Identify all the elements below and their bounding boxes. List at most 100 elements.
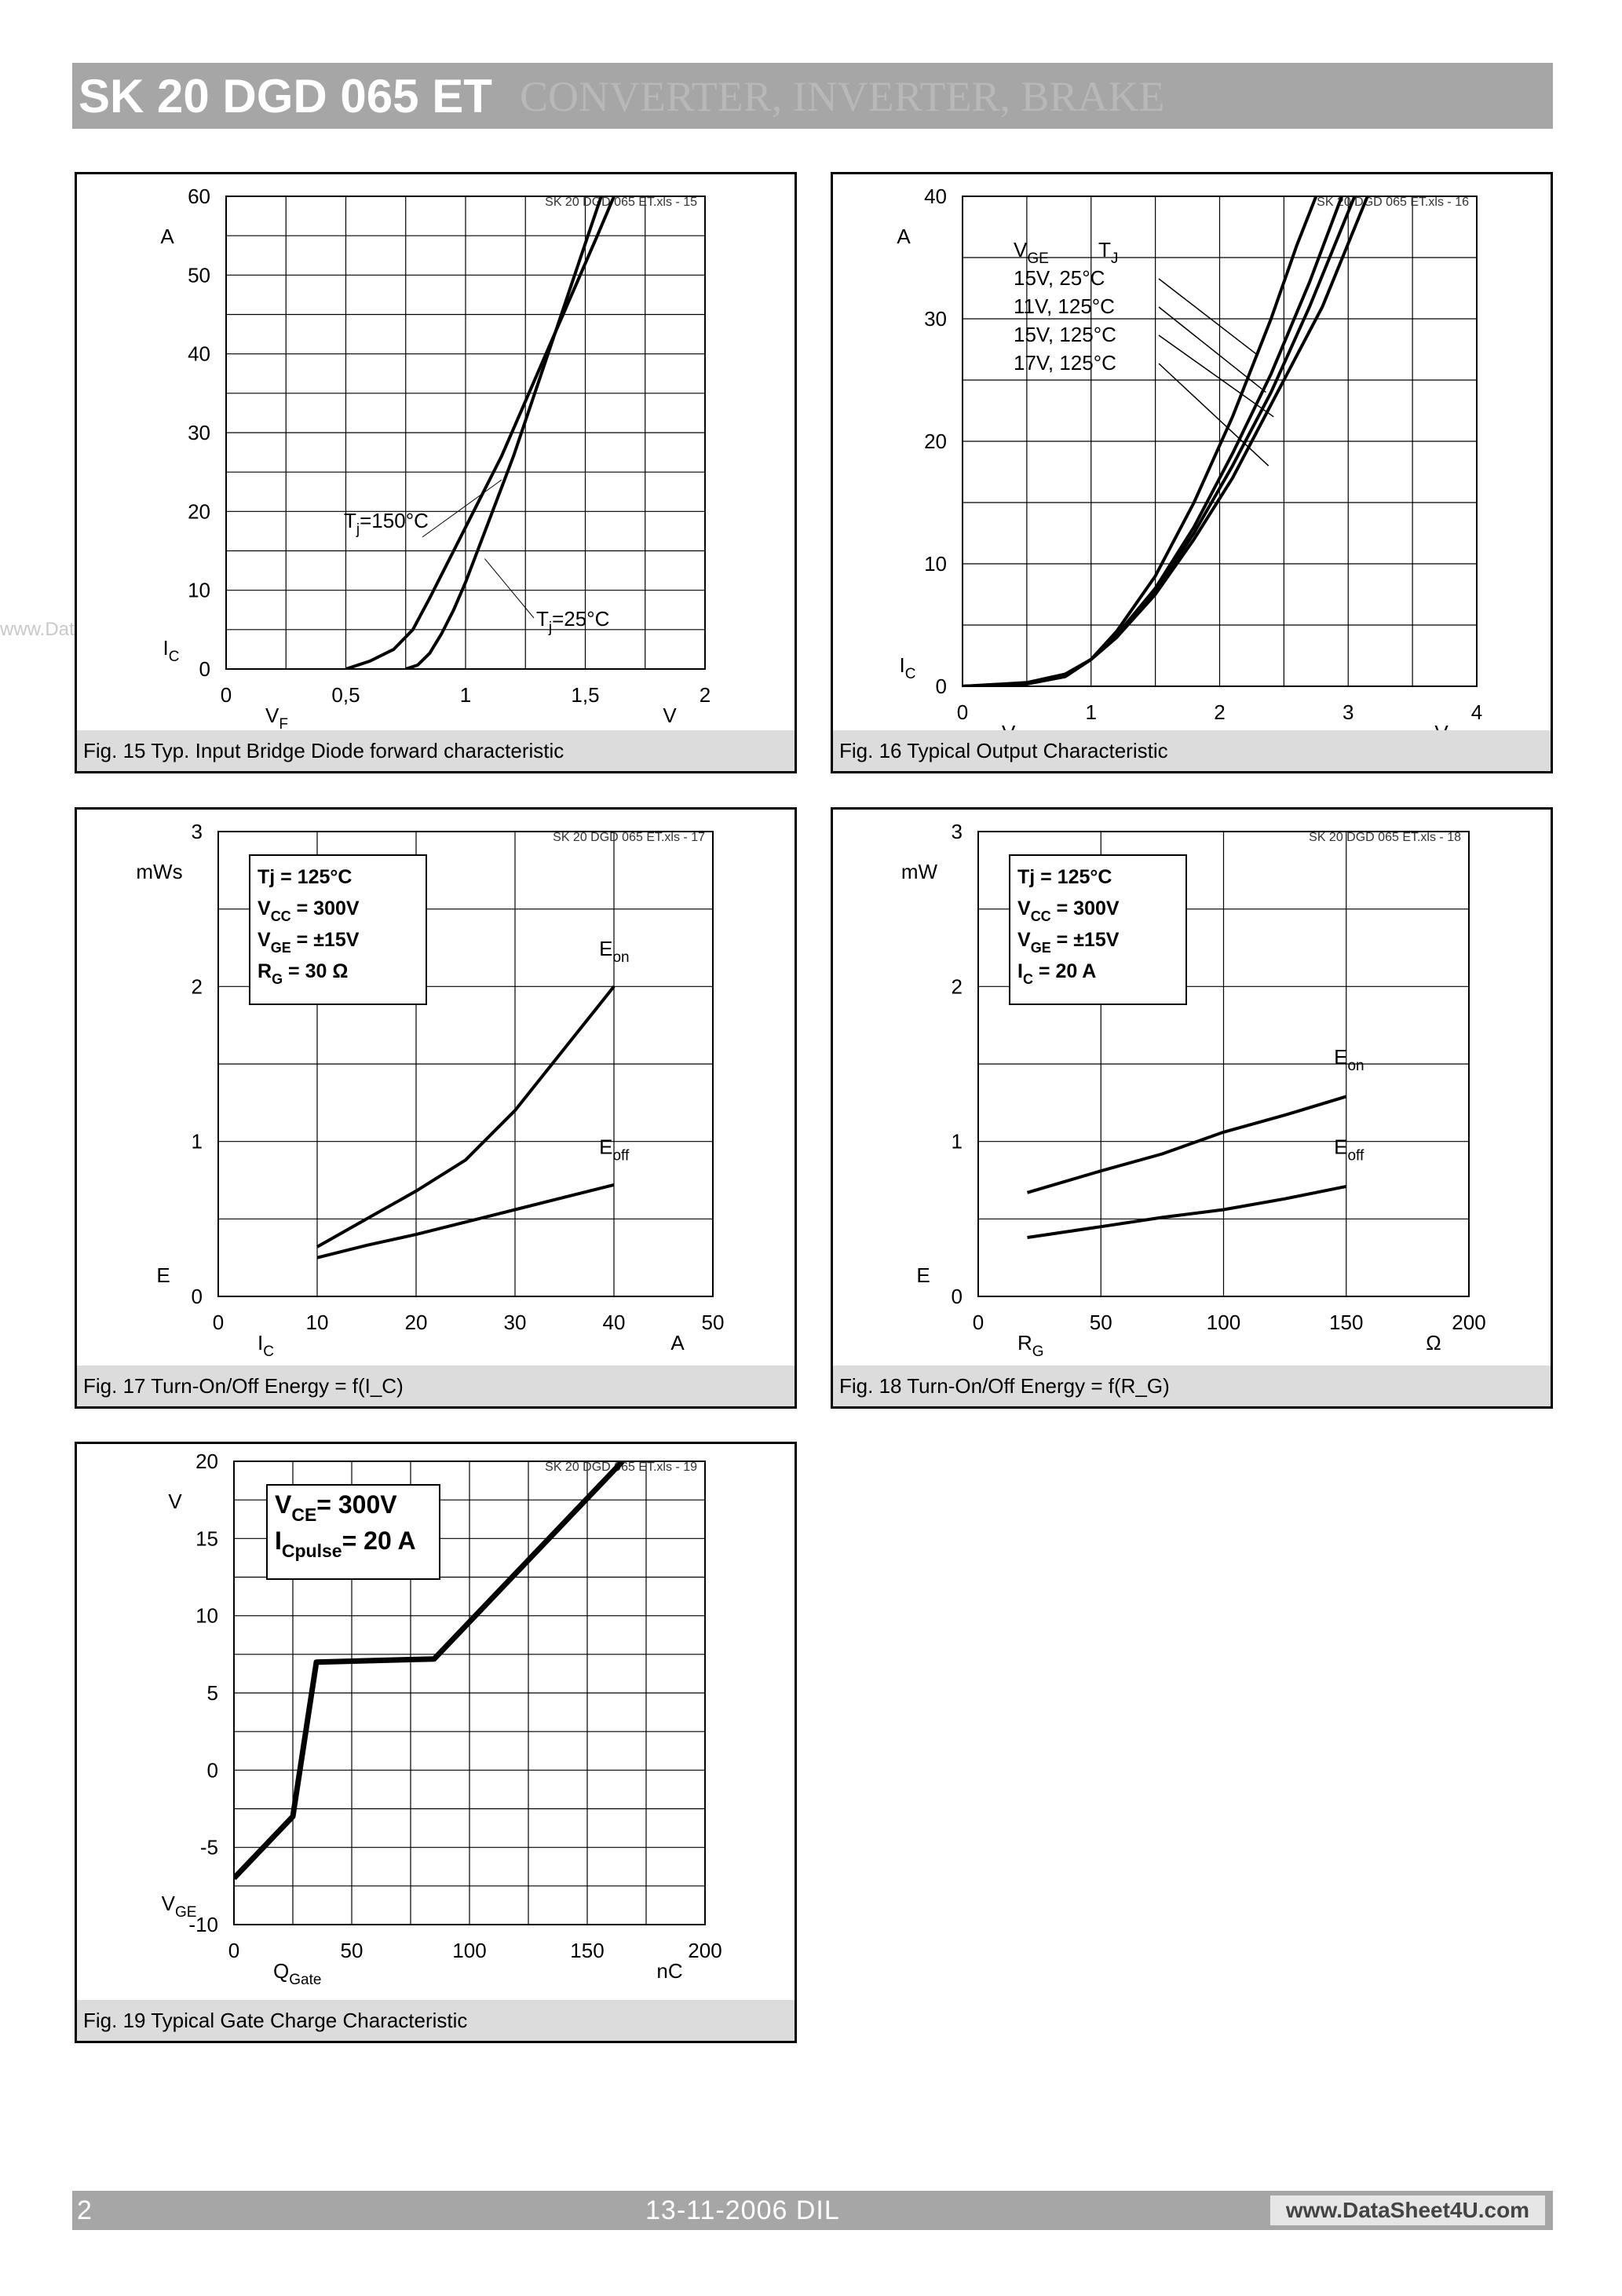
- fig18-caption: Fig. 18 Turn-On/Off Energy = f(R_G): [833, 1366, 1551, 1406]
- x-tick-label: 50: [1090, 1311, 1112, 1334]
- legend-header-tj: TJ: [1098, 238, 1118, 267]
- y-axis-unit: mWs: [136, 860, 182, 883]
- conditions-box: [1009, 854, 1187, 1005]
- y-tick-label: -5: [200, 1836, 218, 1859]
- x-tick-label: 50: [341, 1939, 363, 1962]
- condition-line-3: RG = 30 Ω: [258, 960, 348, 987]
- y-tick-label: 20: [195, 1450, 218, 1473]
- x-axis-label: QGate: [273, 1959, 321, 1988]
- page-title: SK 20 DGD 065 ET: [79, 70, 492, 122]
- fig19-caption: Fig. 19 Typical Gate Charge Characterist…: [77, 2000, 795, 2041]
- y-axis-label: VGE: [162, 1892, 197, 1921]
- series-label-tj150: Tj=150°C: [344, 509, 429, 538]
- fig16-panel: 01234010203040ICAVCEVSK 20 DGD 065 ET.xl…: [831, 172, 1553, 773]
- condition-line-0: Tj = 125°C: [258, 866, 352, 888]
- file-tag: SK 20 DGD 065 ET.xls - 15: [545, 196, 697, 209]
- condition-line-2: VGE = ±15V: [1017, 929, 1120, 956]
- fig16-chart: 01234010203040ICAVCEVSK 20 DGD 065 ET.xl…: [897, 185, 1482, 750]
- footer-date: 13-11-2006 DIL: [645, 2195, 840, 2225]
- fig18-chart: 0 50 100 150 200 0 1 2 3 EmW RG Ω SK 20 DGD 065 ET.x…: [901, 820, 1486, 1360]
- y-tick-label: 1: [952, 1130, 963, 1153]
- legend-item-3: 17V, 125°C: [1014, 351, 1116, 375]
- footer-bar: 2 13-11-2006 DIL www.DataSheet4U.com: [72, 2191, 1553, 2230]
- series-label-eoff: Eoff: [599, 1135, 630, 1164]
- x-axis-unit: Ω: [1426, 1331, 1441, 1355]
- x-tick-label: 20: [405, 1311, 428, 1334]
- x-axis-label: IC: [258, 1331, 274, 1360]
- y-tick-label: 0: [207, 1758, 218, 1782]
- x-tick-label: 2: [1214, 700, 1225, 724]
- x-tick-label: 30: [504, 1311, 527, 1334]
- x-tick-label: 40: [603, 1311, 626, 1334]
- x-tick-label: 1: [460, 683, 471, 707]
- y-tick-label: -10: [188, 1913, 218, 1936]
- y-tick-label: 15: [195, 1526, 218, 1550]
- file-tag: SK 20 DGD 065 ET.xls - 18: [1309, 831, 1461, 844]
- condition-line-2: VGE = ±15V: [258, 929, 360, 956]
- y-tick-label: 10: [195, 1604, 218, 1628]
- y-tick-label: 3: [952, 820, 963, 843]
- x-axis-unit: V: [663, 704, 677, 727]
- legend-leader-3: [1158, 363, 1269, 466]
- y-tick-label: 0: [199, 657, 210, 681]
- condition-line-0: VCE= 300V: [275, 1490, 397, 1525]
- y-tick-label: 20: [924, 430, 947, 453]
- x-tick-label: 100: [1207, 1311, 1240, 1334]
- y-axis-label: IC: [900, 653, 916, 682]
- y-axis-label: E: [156, 1263, 170, 1287]
- fig17-caption: Fig. 17 Turn-On/Off Energy = f(I_C): [77, 1366, 795, 1406]
- series-line-0: [234, 1461, 625, 1881]
- y-tick-label: 0: [192, 1285, 203, 1308]
- x-tick-label: 1,5: [571, 683, 599, 707]
- y-axis-unit: A: [897, 225, 911, 248]
- y-tick-label: 40: [188, 342, 210, 366]
- plot-frame: [225, 196, 706, 670]
- legend-item-2: 15V, 125°C: [1014, 323, 1116, 346]
- x-tick-label: 0: [228, 1939, 239, 1962]
- plot-frame: [217, 831, 714, 1297]
- page-number: 2: [77, 2195, 92, 2225]
- x-tick-label: 0,5: [331, 683, 360, 707]
- series-line-0: [1026, 1095, 1347, 1194]
- fig19-chart: 0 50 100 150 200 -10 -5 0 5 10 15 20 VGE V QGate nC SK 2…: [162, 1450, 722, 1988]
- condition-line-1: VCC = 300V: [1017, 898, 1120, 924]
- y-tick-label: 10: [924, 552, 947, 576]
- conditions-box: [266, 1484, 440, 1580]
- x-tick-label: 1: [1086, 700, 1097, 724]
- x-tick-label: 200: [1452, 1311, 1485, 1334]
- y-tick-label: 5: [207, 1681, 218, 1705]
- series-line-3: [963, 196, 1369, 686]
- y-tick-label: 0: [936, 675, 947, 698]
- series-label-tj25: Tj=25°C: [536, 607, 609, 636]
- legend-item-0: 15V, 25°C: [1014, 266, 1105, 290]
- y-tick-label: 40: [924, 185, 947, 208]
- legend-header-vge: VGE: [1014, 238, 1049, 267]
- y-axis-unit: mW: [901, 860, 938, 883]
- conditions-box: [249, 854, 427, 1005]
- file-tag: SK 20 DGD 065 ET.xls - 17: [553, 831, 705, 844]
- series-label-eon: Eon: [599, 937, 629, 966]
- legend-item-1: 11V, 125°C: [1014, 294, 1115, 318]
- condition-line-3: IC = 20 A: [1017, 960, 1096, 987]
- y-axis-label: E: [916, 1263, 930, 1287]
- fig15-panel: 0 0,5 1 1,5 2 0 10 20 30 40 50 60 IC A VF V SK 20 DGD 06…: [75, 172, 797, 773]
- condition-line-1: VCC = 300V: [258, 898, 360, 924]
- series-line-1: [316, 1183, 615, 1260]
- condition-line-1: ICpulse= 20 A: [275, 1526, 416, 1561]
- plot-frame: [962, 196, 1478, 687]
- legend-leader-0: [1158, 278, 1259, 356]
- series-label-eoff: Eoff: [1334, 1135, 1364, 1164]
- plot-frame: [977, 831, 1470, 1297]
- footer-site-link[interactable]: www.DataSheet4U.com: [1270, 2195, 1545, 2225]
- x-axis-label: RG: [1017, 1331, 1044, 1360]
- series-label-eon: Eon: [1334, 1045, 1364, 1074]
- x-tick-label: 10: [306, 1311, 329, 1334]
- header-bar: SK 20 DGD 065 ET CONVERTER, INVERTER, BR…: [72, 63, 1553, 129]
- fig15-caption: Fig. 15 Typ. Input Bridge Diode forward …: [77, 730, 795, 771]
- series-line-0: [345, 196, 616, 669]
- y-tick-label: 60: [188, 185, 210, 208]
- series-line-0: [963, 196, 1318, 686]
